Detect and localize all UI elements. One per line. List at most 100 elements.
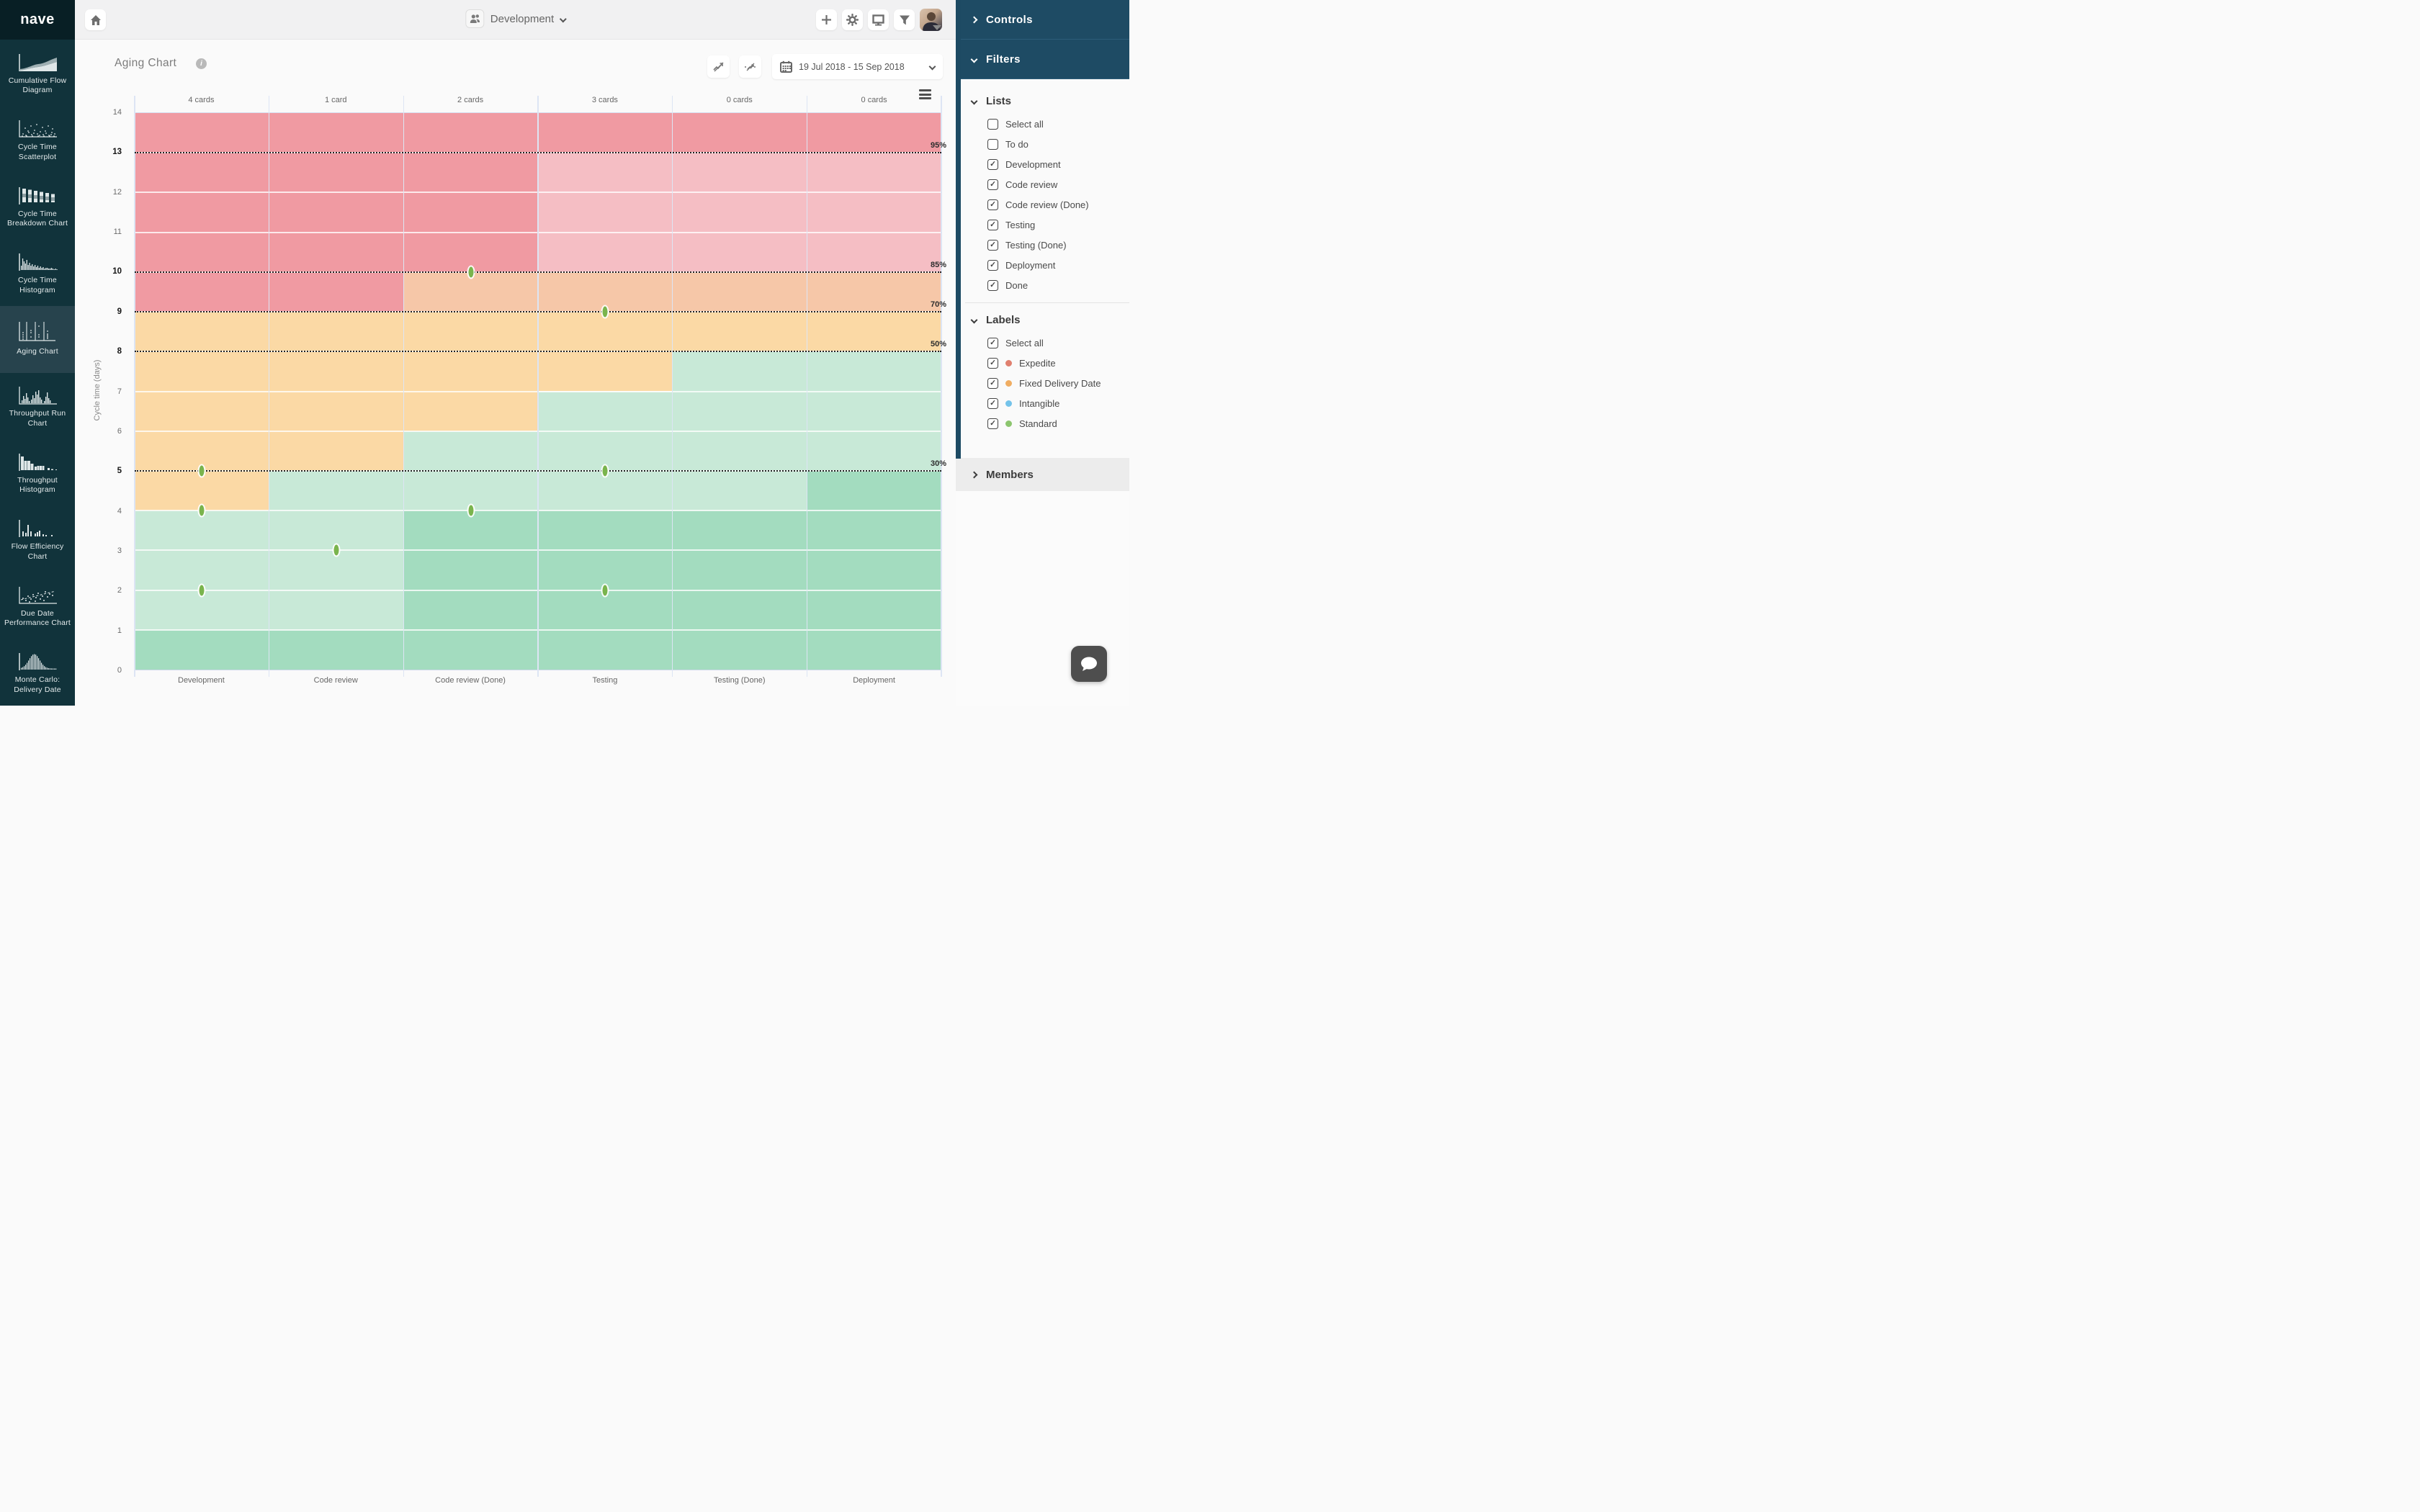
dashed-trendline-toggle[interactable]	[739, 55, 761, 78]
filter-option-code-review-done[interactable]: ✓ Code review (Done)	[956, 194, 1129, 215]
filter-option-intangible[interactable]: ✓ Intangible	[956, 393, 1129, 413]
heat-zone	[403, 312, 538, 431]
filter-option-label: Intangible	[1019, 397, 1060, 409]
data-point[interactable]	[602, 306, 608, 318]
checkbox[interactable]: ✓	[987, 397, 998, 409]
filter-option-done[interactable]: ✓ Done	[956, 275, 1129, 295]
filters-section-header[interactable]: Filters	[956, 40, 1129, 79]
checkbox[interactable]	[987, 138, 998, 150]
filter-button[interactable]	[894, 9, 915, 30]
sidebar-item-cumulative-flow-diagram[interactable]: Cumulative Flow Diagram	[0, 40, 75, 107]
x-axis-label: Deployment	[853, 676, 895, 685]
percentile-lines-toggle[interactable]	[707, 55, 730, 78]
filter-option-fixed-delivery-date[interactable]: ✓ Fixed Delivery Date	[956, 373, 1129, 393]
checkbox[interactable]: ✓	[987, 377, 998, 389]
percentile-label: 85%	[930, 260, 946, 269]
filter-option-code-review[interactable]: ✓ Code review	[956, 174, 1129, 194]
data-point[interactable]	[468, 266, 474, 278]
checkbox[interactable]: ✓	[987, 279, 998, 291]
filter-option-standard[interactable]: ✓ Standard	[956, 413, 1129, 433]
data-point[interactable]	[199, 585, 205, 596]
filter-option-testing[interactable]: ✓ Testing	[956, 215, 1129, 235]
sidebar-item-throughput-histogram[interactable]: Throughput Histogram	[0, 439, 75, 506]
checkbox[interactable]	[987, 118, 998, 130]
sidebar-item-label: Cumulative Flow Diagram	[8, 76, 67, 95]
filter-option-development[interactable]: ✓ Development	[956, 154, 1129, 174]
home-button[interactable]	[85, 9, 106, 30]
sidebar-item-aging-chart[interactable]: Aging Chart	[0, 306, 75, 373]
add-button[interactable]	[816, 9, 837, 30]
labels-title: Labels	[986, 314, 1021, 326]
controls-section-header[interactable]: Controls	[956, 0, 1129, 40]
data-point[interactable]	[602, 465, 608, 477]
y-axis-ticks: 0 1 2 3 4 5 6 7 8 9 10 11 12 13 14	[92, 108, 128, 675]
data-point[interactable]	[333, 544, 339, 556]
heat-zone	[538, 113, 673, 153]
team-icon	[465, 9, 484, 28]
calendar-icon	[780, 60, 792, 73]
data-point[interactable]	[199, 465, 205, 477]
percentile-line-50%	[135, 351, 941, 353]
filters-title: Filters	[986, 53, 1021, 66]
checkbox[interactable]: ✓	[987, 239, 998, 251]
throughput-histogram-icon	[17, 450, 58, 472]
heat-zone	[807, 470, 941, 670]
filter-option-select-all[interactable]: Select all	[956, 114, 1129, 134]
flow-efficiency-chart-icon	[17, 516, 58, 538]
checkbox[interactable]: ✓	[987, 179, 998, 190]
x-axis-label: Testing (Done)	[713, 676, 766, 685]
filter-option-select-all[interactable]: ✓ Select all	[956, 333, 1129, 353]
display-button[interactable]	[868, 9, 889, 30]
lists-section-header[interactable]: Lists	[956, 95, 1129, 107]
data-point[interactable]	[468, 505, 474, 516]
heat-zone	[538, 391, 673, 511]
filter-option-testing-done[interactable]: ✓ Testing (Done)	[956, 235, 1129, 255]
filter-option-label: Expedite	[1019, 357, 1056, 369]
heat-zone	[538, 153, 673, 272]
user-avatar[interactable]	[920, 9, 942, 31]
checkbox[interactable]: ✓	[987, 259, 998, 271]
heat-zone	[672, 153, 807, 272]
date-range-picker[interactable]: 19 Jul 2018 - 15 Sep 2018	[772, 54, 943, 79]
filter-option-to-do[interactable]: To do	[956, 134, 1129, 154]
filter-option-label: Fixed Delivery Date	[1019, 377, 1101, 389]
chat-button[interactable]	[1071, 646, 1107, 682]
checkbox[interactable]: ✓	[987, 219, 998, 230]
sidebar-item-cycle-time-histogram[interactable]: Cycle Time Histogram	[0, 240, 75, 307]
data-point[interactable]	[602, 585, 608, 596]
sidebar-item-label: Monte Carlo: Delivery Date	[14, 675, 61, 694]
y-tick-3: 3	[117, 546, 122, 555]
sidebar-item-throughput-run-chart[interactable]: Throughput Run Chart	[0, 373, 75, 440]
label-color-dot	[1005, 400, 1012, 407]
lists-checkbox-group: Select all To do ✓ Development ✓ Code review ✓…	[956, 114, 1129, 295]
chevron-down-icon	[928, 63, 936, 71]
checkbox[interactable]: ✓	[987, 337, 998, 348]
filter-option-deployment[interactable]: ✓ Deployment	[956, 255, 1129, 275]
panel-scrollbar[interactable]	[956, 0, 961, 459]
checkbox[interactable]: ✓	[987, 357, 998, 369]
checkbox[interactable]: ✓	[987, 158, 998, 170]
info-icon[interactable]: i	[196, 58, 207, 69]
heat-zone	[807, 312, 941, 352]
checkbox[interactable]: ✓	[987, 418, 998, 429]
sidebar-item-label: Cycle Time Breakdown Chart	[6, 209, 68, 228]
sidebar-item-due-date-performance-chart[interactable]: Due Date Performance Chart	[0, 572, 75, 639]
checkbox[interactable]: ✓	[987, 199, 998, 210]
settings-button[interactable]	[842, 9, 863, 30]
members-section-header[interactable]: Members	[956, 458, 1129, 491]
sidebar-item-flow-efficiency-chart[interactable]: Flow Efficiency Chart	[0, 506, 75, 573]
chart-menu-button[interactable]	[919, 89, 931, 102]
chevron-right-icon	[970, 471, 978, 478]
labels-section-header[interactable]: Labels	[956, 314, 1129, 326]
x-axis-label: Code review (Done)	[435, 676, 506, 685]
sidebar-item-cycle-time-breakdown-chart[interactable]: Cycle Time Breakdown Chart	[0, 173, 75, 240]
y-tick-9: 9	[117, 307, 122, 316]
data-point[interactable]	[199, 505, 205, 516]
chevron-down-icon	[970, 316, 978, 324]
board-selector[interactable]: Development	[465, 9, 567, 28]
filter-option-expedite[interactable]: ✓ Expedite	[956, 353, 1129, 373]
sidebar-item-monte-carlo-delivery-date[interactable]: Monte Carlo: Delivery Date	[0, 639, 75, 706]
label-color-dot	[1005, 359, 1012, 366]
sidebar-item-cycle-time-scatterplot[interactable]: Cycle Time Scatterplot	[0, 107, 75, 174]
chevron-down-icon	[970, 55, 978, 63]
